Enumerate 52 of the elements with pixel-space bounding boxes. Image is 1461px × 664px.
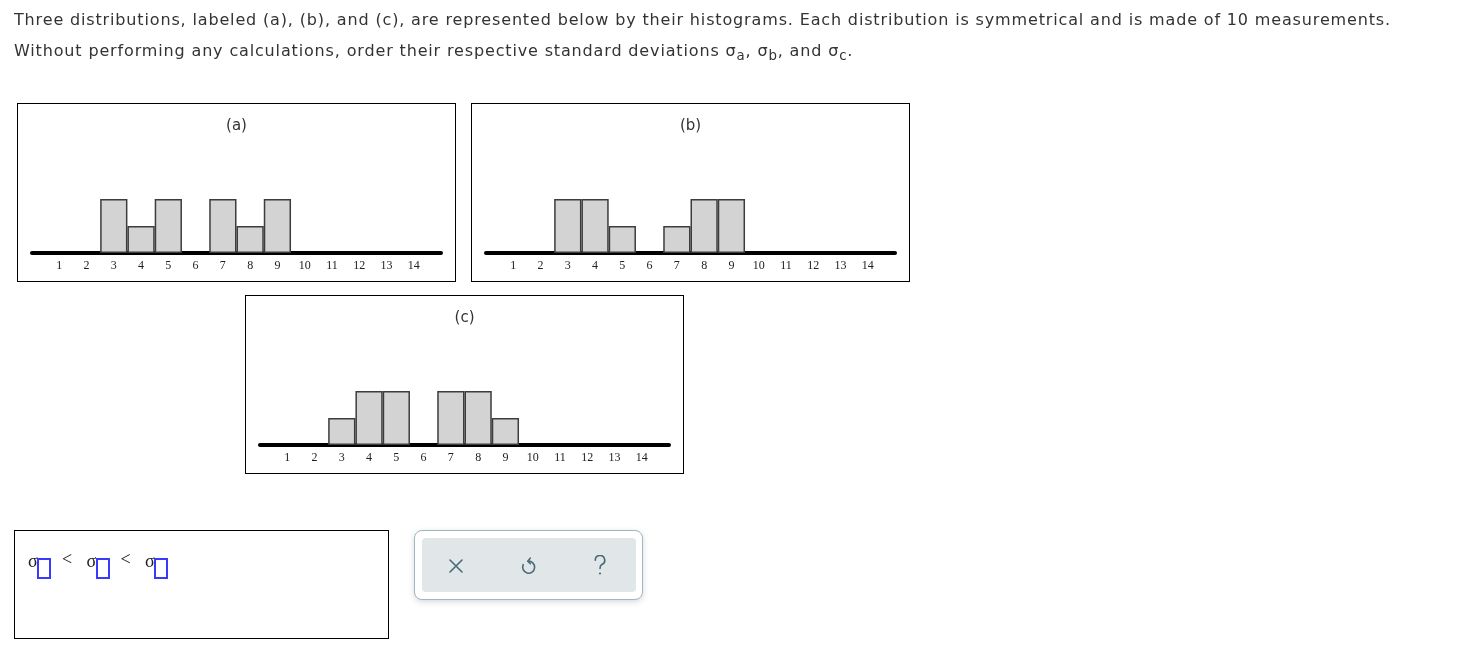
x-tick-label: 3 [110, 258, 117, 272]
text: σ [28, 551, 38, 571]
x-tick-label: 13 [380, 258, 393, 272]
x-tick-label: 7 [673, 258, 680, 272]
x-tick-label: 6 [192, 258, 199, 272]
x-tick-label: 9 [274, 258, 281, 272]
x-tick-label: 12 [581, 450, 594, 464]
x-tick-label: 2 [537, 258, 544, 272]
x-tick-label: 12 [807, 258, 820, 272]
chart-title: (a) [226, 115, 247, 134]
x-tick-label: 6 [420, 450, 427, 464]
x-tick-label: 4 [138, 258, 145, 272]
x-tick-label: 8 [701, 258, 708, 272]
x-tick-label: 1 [510, 258, 517, 272]
x-tick-label: 11 [554, 450, 566, 464]
x-tick-label: 8 [247, 258, 254, 272]
x-tick-label: 4 [592, 258, 599, 272]
x-tick-label: 10 [752, 258, 765, 272]
x-tick-label: 6 [646, 258, 653, 272]
text: Without performing any calculations, order their respective standard deviations σ$_{a}$, σ$_{b}$, and σ$_{c}$. [14, 41, 855, 66]
x-tick-label: 14 [635, 450, 648, 464]
x-tick-label: 14 [861, 258, 874, 272]
x-tick-label: 5 [165, 258, 172, 272]
x-tick-label: 13 [608, 450, 621, 464]
text: < [120, 549, 131, 569]
x-tick-label: 11 [780, 258, 792, 272]
x-tick-label: 7 [219, 258, 226, 272]
x-tick-label: 5 [393, 450, 400, 464]
x-tick-label: 4 [366, 450, 373, 464]
x-tick-label: 2 [311, 450, 318, 464]
text: σ [86, 551, 97, 571]
x-tick-label: 1 [284, 450, 291, 464]
x-tick-label: 10 [298, 258, 311, 272]
x-tick-label: 1 [56, 258, 63, 272]
chart-title: (c) [454, 307, 475, 326]
x-tick-label: 7 [447, 450, 454, 464]
text: Three distributions, labeled (a), (b), and (c), are represented below by their histograms. Each distribution is symmetrical and is made of 10 measurements. [14, 10, 1392, 31]
x-tick-label: 3 [564, 258, 571, 272]
x-tick-label: 9 [728, 258, 735, 272]
x-tick-label: 12 [353, 258, 366, 272]
x-tick-label: 3 [338, 450, 345, 464]
x-tick-label: 8 [475, 450, 482, 464]
x-tick-label: 10 [526, 450, 539, 464]
chart-title: (b) [679, 115, 702, 134]
text: σ [145, 551, 155, 571]
x-tick-label: 9 [502, 450, 509, 464]
x-tick-label: 11 [326, 258, 338, 272]
x-tick-label: 2 [83, 258, 90, 272]
x-tick-label: 13 [834, 258, 847, 272]
x-tick-label: 14 [407, 258, 420, 272]
text: < [62, 549, 73, 569]
x-tick-label: 5 [619, 258, 626, 272]
